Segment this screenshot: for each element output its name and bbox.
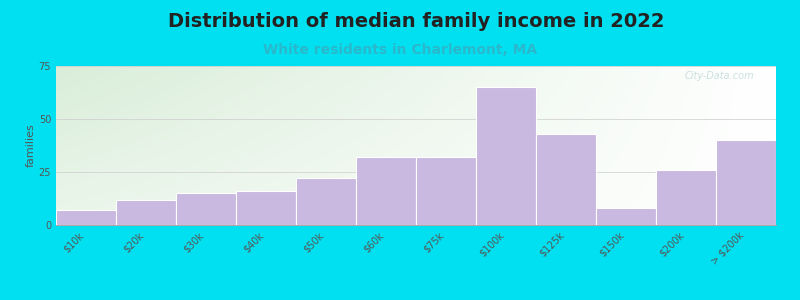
Bar	[536, 134, 596, 225]
Bar	[176, 193, 236, 225]
Y-axis label: families: families	[26, 124, 36, 167]
Bar	[356, 157, 416, 225]
Bar	[596, 208, 656, 225]
Bar	[56, 210, 116, 225]
Bar	[716, 140, 776, 225]
Bar	[656, 170, 716, 225]
Bar	[296, 178, 356, 225]
Text: City-Data.com: City-Data.com	[685, 71, 754, 81]
Bar	[416, 157, 476, 225]
Bar	[116, 200, 176, 225]
Bar	[476, 87, 536, 225]
Title: Distribution of median family income in 2022: Distribution of median family income in …	[168, 12, 664, 31]
Bar	[236, 191, 296, 225]
Text: White residents in Charlemont, MA: White residents in Charlemont, MA	[263, 44, 537, 58]
